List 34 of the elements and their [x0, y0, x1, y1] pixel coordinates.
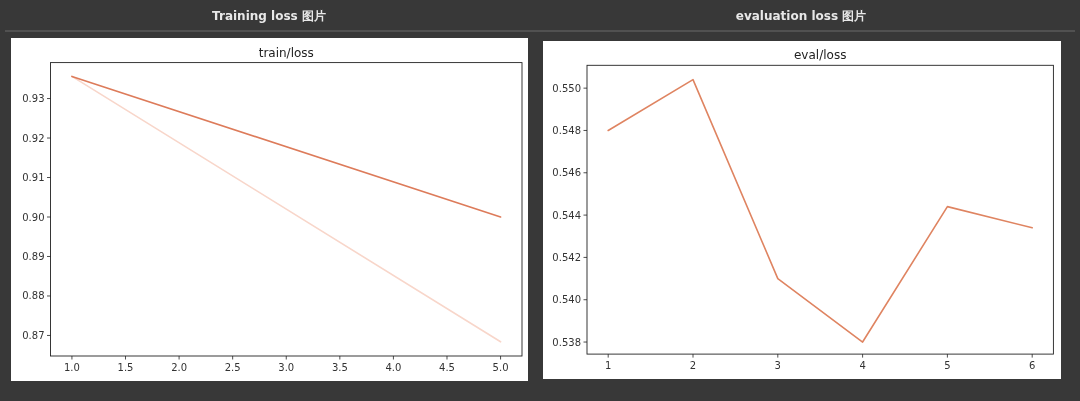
- y-tick-label: 0.92: [22, 132, 45, 144]
- x-tick-label: 5: [944, 360, 951, 372]
- chart-subtitle: train/loss: [258, 45, 314, 60]
- y-tick-label: 0.540: [552, 294, 581, 306]
- y-tick-label: 0.550: [552, 82, 581, 94]
- x-tick-label: 1.0: [63, 362, 80, 373]
- x-tick-label: 2: [689, 360, 697, 372]
- chart-title: Training loss 图片: [212, 9, 326, 23]
- x-tick-label: 1: [605, 360, 612, 372]
- x-tick-label: 2.0: [171, 362, 188, 373]
- x-tick-label: 3: [774, 360, 781, 372]
- chart-subtitle: eval/loss: [794, 48, 847, 63]
- x-tick-label: 2.5: [224, 362, 241, 373]
- y-tick-label: 0.93: [22, 93, 45, 105]
- chart-title: evaluation loss 图片: [735, 9, 867, 23]
- y-tick-label: 0.538: [552, 336, 581, 348]
- x-tick-label: 4: [859, 360, 866, 372]
- y-tick-label: 0.544: [552, 209, 581, 221]
- y-tick-label: 0.90: [22, 211, 45, 223]
- line-series: [607, 78, 1033, 343]
- x-tick-label: 4.5: [439, 362, 455, 373]
- x-tick-label: 4.0: [385, 362, 402, 373]
- x-tick-label: 5.0: [492, 362, 509, 373]
- y-tick-label: 0.542: [552, 251, 581, 263]
- x-tick-label: 3.5: [331, 362, 348, 373]
- y-tick-label: 0.91: [22, 172, 45, 184]
- y-tick-label: 0.546: [552, 167, 581, 179]
- x-tick-label: 1.5: [117, 362, 134, 373]
- x-tick-label: 6: [1029, 360, 1036, 372]
- x-tick-label: 3.0: [278, 362, 295, 373]
- y-tick-label: 0.87: [22, 329, 45, 341]
- y-tick-label: 0.548: [552, 124, 581, 136]
- y-tick-label: 0.88: [22, 290, 45, 302]
- y-tick-label: 0.89: [22, 250, 45, 262]
